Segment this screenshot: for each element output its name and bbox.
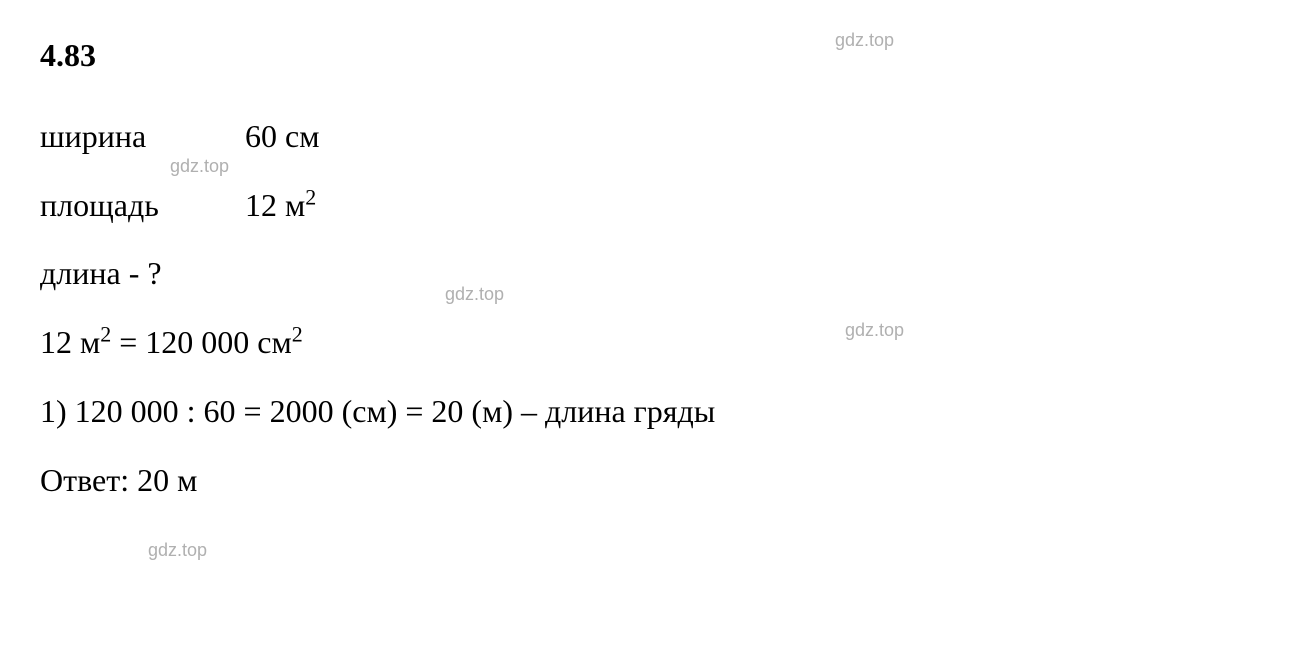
- area-value-num: 12 м: [245, 187, 305, 223]
- problem-content: 4.83 ширина 60 см площадь 12 м2 длина - …: [40, 25, 1270, 511]
- conversion-right-exp: 2: [292, 322, 303, 347]
- answer: Ответ: 20 м: [40, 450, 1270, 511]
- step-1: 1) 120 000 : 60 = 2000 (см) = 20 (м) – д…: [40, 381, 1270, 442]
- watermark-4: gdz.top: [845, 320, 904, 341]
- watermark-3: gdz.top: [445, 284, 504, 305]
- area-exponent: 2: [305, 184, 316, 209]
- width-value: 60 см: [245, 106, 319, 167]
- area-label: площадь: [40, 175, 245, 236]
- conversion-row: 12 м2 = 120 000 см2: [40, 312, 1270, 373]
- given-length-row: длина - ?: [40, 243, 1270, 304]
- watermark-2: gdz.top: [170, 156, 229, 177]
- area-value: 12 м2: [245, 175, 316, 236]
- watermark-1: gdz.top: [835, 30, 894, 51]
- conversion-left-exp: 2: [100, 322, 111, 347]
- watermark-5: gdz.top: [148, 540, 207, 561]
- problem-number: 4.83: [40, 25, 1270, 86]
- conversion-left-num: 12 м: [40, 324, 100, 360]
- conversion-equals: = 120 000 см: [111, 324, 292, 360]
- given-area-row: площадь 12 м2: [40, 175, 1270, 236]
